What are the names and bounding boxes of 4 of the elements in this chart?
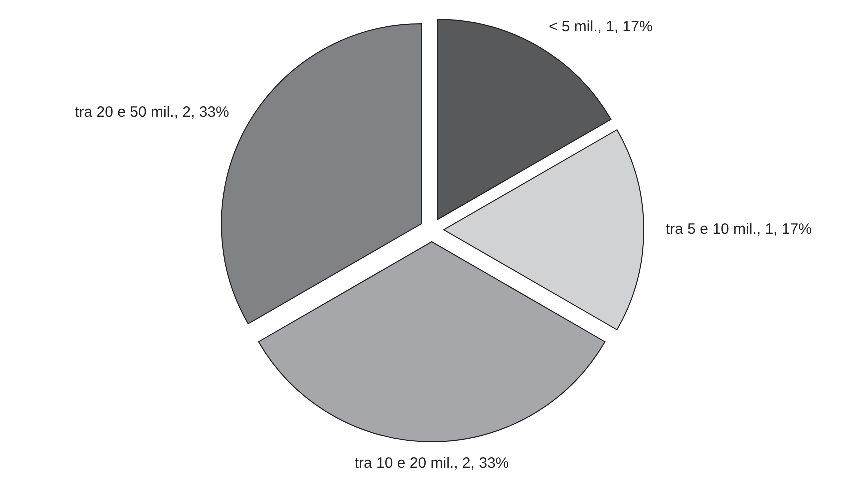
- slice-label: < 5 mil., 1, 17%: [549, 18, 653, 36]
- slice-label: tra 20 e 50 mil., 2, 33%: [75, 104, 230, 121]
- slice-label: tra 10 e 20 mil., 2, 33%: [354, 454, 510, 472]
- slice-label: tra 5 e 10 mil., 1, 17%: [666, 220, 812, 238]
